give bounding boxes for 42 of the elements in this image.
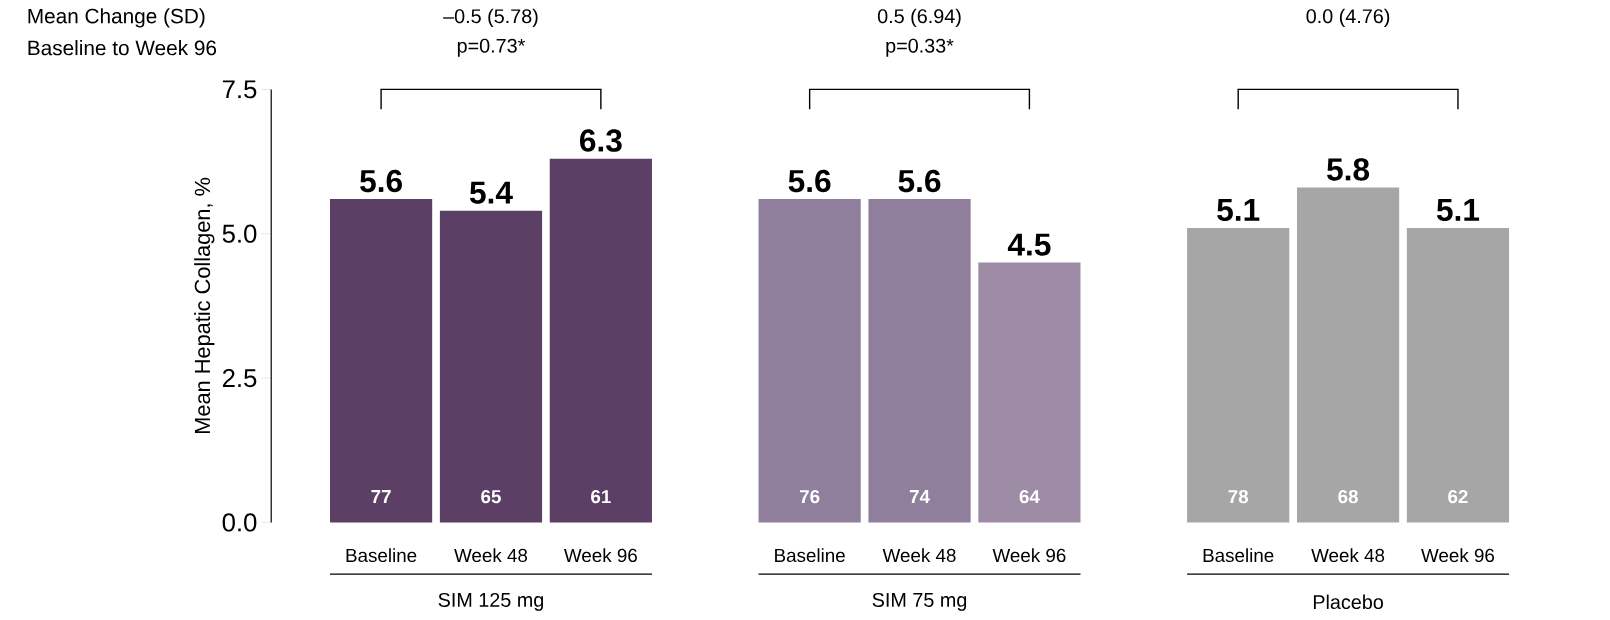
x-tick-label: Week 48	[454, 548, 528, 563]
y-axis-title: Mean Hepatic Collagen, %	[194, 177, 215, 434]
data-label: 5.6	[788, 169, 831, 193]
annotation: 68	[1338, 490, 1358, 504]
annotation: 61	[591, 490, 611, 504]
text: Mean Change (SD)	[28, 8, 205, 28]
annotation: 77	[371, 490, 391, 504]
text: SIM 75 mg	[872, 593, 967, 611]
text: Placebo	[1313, 594, 1383, 610]
x-tick-label: Baseline	[775, 548, 845, 563]
x-tick-label: Baseline	[346, 548, 417, 563]
text: p=0.33*	[886, 38, 954, 57]
text: Baseline to Week 96	[28, 40, 217, 56]
data-label: 5.1	[1436, 199, 1480, 222]
x-tick-label: Baseline	[1203, 548, 1274, 563]
y-tick-label: 2.5	[222, 369, 257, 388]
x-tick-label: Week 48	[882, 548, 956, 563]
text: p=0.73*	[457, 38, 526, 57]
annotation: 76	[799, 490, 820, 504]
x-tick-label: Week 48	[1311, 548, 1385, 563]
y-tick-label: 7.5	[222, 80, 257, 99]
text: 0.0 (4.76)	[1306, 8, 1390, 28]
annotation: 64	[1019, 490, 1040, 504]
x-tick-label: Week 96	[992, 548, 1066, 563]
annotation: 65	[481, 490, 501, 504]
x-tick-label: Week 96	[564, 548, 637, 563]
text: –0.5 (5.78)	[443, 8, 538, 28]
annotation: 74	[909, 490, 930, 504]
data-label: 6.3	[580, 129, 622, 152]
data-label: 5.6	[360, 169, 402, 193]
y-tick-label: 0.0	[222, 513, 257, 532]
annotation: 78	[1228, 490, 1249, 504]
data-label: 4.5	[1007, 233, 1051, 256]
data-label: 5.6	[898, 169, 941, 193]
x-tick-label: Week 96	[1421, 548, 1495, 563]
data-label: 5.4	[469, 181, 513, 204]
y-tick-label: 5.0	[222, 224, 257, 243]
text: 0.5 (6.94)	[877, 8, 961, 28]
data-label: 5.1	[1217, 199, 1260, 222]
data-label: 5.8	[1327, 158, 1370, 181]
annotation: 62	[1448, 490, 1468, 504]
text: SIM 125 mg	[438, 593, 544, 611]
